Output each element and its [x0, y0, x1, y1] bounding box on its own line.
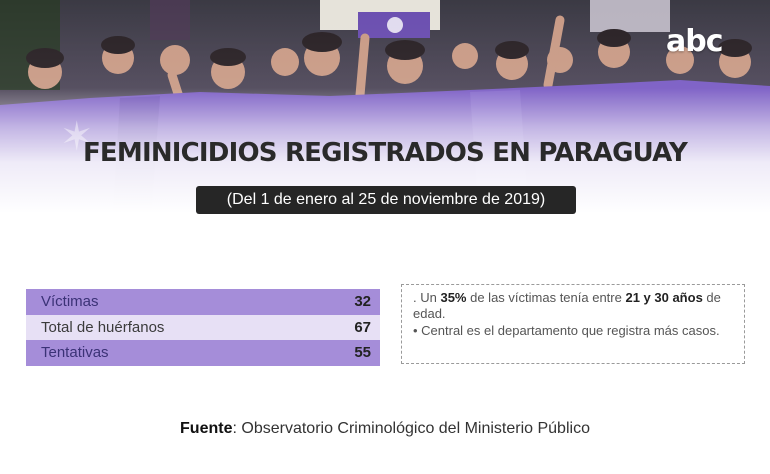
note-age-pct: 35%: [440, 290, 467, 305]
stat-label: Tentativas: [41, 344, 109, 362]
stat-value: 55: [354, 344, 371, 362]
stat-label: Víctimas: [41, 293, 99, 311]
note-age-suffix: de edad.: [413, 290, 721, 321]
page-title: FEMINICIDIOS REGISTRADOS EN PARAGUAY: [82, 138, 688, 168]
stat-value: 67: [354, 318, 371, 336]
abc-logo: abc: [666, 24, 724, 59]
source-label: Fuente: [180, 420, 233, 437]
stat-value: 32: [354, 293, 371, 311]
note-age-range: 21 y 30 años: [625, 290, 703, 305]
source-text: : Observatorio Criminológico del Ministe…: [232, 420, 590, 437]
note-age-middle: de las víctimas tenía entre: [466, 290, 626, 305]
note-department: • Central es el departamento que registr…: [413, 323, 720, 338]
note-age: . Un 35% de las víctimas tenía entre 21 …: [413, 290, 734, 322]
stats-table: Víctimas 32 Total de huérfanos 67 Tentat…: [26, 289, 380, 366]
note-age-prefix: . Un: [413, 290, 441, 305]
source-credit: Fuente: Observatorio Criminológico del M…: [0, 420, 770, 438]
notes-box: . Un 35% de las víctimas tenía entre 21 …: [401, 284, 745, 364]
table-row: Víctimas 32: [26, 289, 380, 315]
table-row: Total de huérfanos 67: [26, 314, 380, 341]
header-photo: ✶ abc FEMINICIDIOS REGISTRADOS EN PARAGU…: [0, 0, 770, 232]
date-range-badge: (Del 1 de enero al 25 de noviembre de 20…: [196, 186, 576, 214]
stat-label: Total de huérfanos: [41, 318, 165, 336]
table-row: Tentativas 55: [26, 340, 380, 366]
